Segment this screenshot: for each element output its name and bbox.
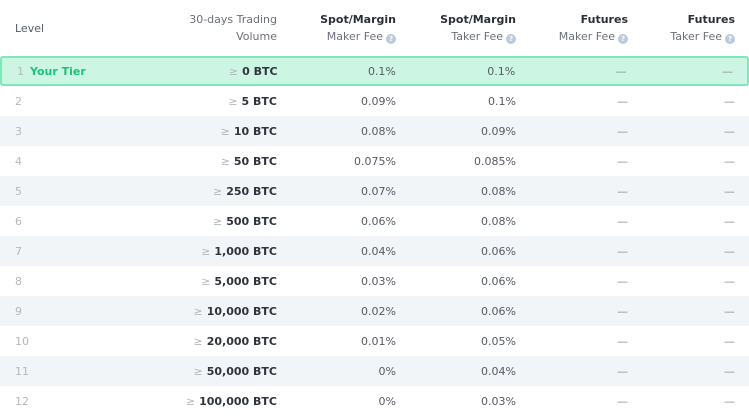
- futures-taker-fee-cell: —: [724, 244, 735, 258]
- header-futures-maker: Futures Maker Fee?: [558, 13, 628, 44]
- level-cell: 6: [15, 214, 22, 228]
- spot-maker-fee-cell: 0%: [378, 364, 396, 378]
- futures-maker-fee-cell: —: [617, 394, 628, 408]
- level-cell: 2: [15, 94, 22, 108]
- table-row: 10 ≥20,000 BTC 0.01% 0.05% — —: [0, 326, 749, 356]
- table-row: 1 Your Tier ≥0 BTC 0.1% 0.1% — —: [0, 56, 749, 86]
- level-cell: 3: [15, 124, 22, 138]
- spot-maker-fee-cell: 0.02%: [361, 304, 396, 318]
- spot-taker-fee-cell: 0.06%: [481, 304, 516, 318]
- spot-maker-fee-cell: 0.07%: [361, 184, 396, 198]
- spot-maker-fee-cell: 0.03%: [361, 274, 396, 288]
- level-cell: 7: [15, 244, 22, 258]
- futures-taker-fee-cell: —: [724, 214, 735, 228]
- help-icon[interactable]: ?: [386, 34, 396, 44]
- spot-maker-fee-cell: 0%: [378, 394, 396, 408]
- spot-taker-fee-cell: 0.085%: [474, 154, 516, 168]
- volume-cell: ≥100,000 BTC: [185, 394, 277, 408]
- table-row: 8 ≥5,000 BTC 0.03% 0.06% — —: [0, 266, 749, 296]
- futures-taker-fee-cell: —: [724, 334, 735, 348]
- volume-cell: ≥5,000 BTC: [201, 274, 277, 288]
- help-icon[interactable]: ?: [506, 34, 516, 44]
- volume-cell: ≥20,000 BTC: [193, 334, 277, 348]
- level-cell: 5: [15, 184, 22, 198]
- futures-maker-fee-cell: —: [617, 244, 628, 258]
- spot-taker-fee-cell: 0.03%: [481, 394, 516, 408]
- futures-maker-fee-cell: —: [617, 334, 628, 348]
- help-icon[interactable]: ?: [618, 34, 628, 44]
- futures-maker-fee-cell: —: [617, 94, 628, 108]
- level-cell: 4: [15, 154, 22, 168]
- volume-cell: ≥250 BTC: [213, 184, 277, 198]
- spot-maker-fee-cell: 0.075%: [354, 154, 396, 168]
- table-body: 1 Your Tier ≥0 BTC 0.1% 0.1% — — 2 ≥5 BTC…: [0, 56, 749, 416]
- header-futures-taker: Futures Taker Fee?: [670, 13, 735, 44]
- level-cell: 10: [15, 334, 29, 348]
- futures-taker-fee-cell: —: [724, 394, 735, 408]
- header-spot-maker: Spot/Margin Maker Fee?: [320, 13, 396, 44]
- futures-taker-fee-cell: —: [724, 154, 735, 168]
- table-row: 3 ≥10 BTC 0.08% 0.09% — —: [0, 116, 749, 146]
- futures-maker-fee-cell: —: [617, 364, 628, 378]
- futures-maker-fee-cell: —: [617, 184, 628, 198]
- volume-cell: ≥500 BTC: [213, 214, 277, 228]
- volume-cell: ≥0 BTC: [228, 64, 278, 78]
- table-row: 9 ≥10,000 BTC 0.02% 0.06% — —: [0, 296, 749, 326]
- futures-maker-fee-cell: —: [617, 274, 628, 288]
- futures-maker-fee-cell: —: [617, 154, 628, 168]
- spot-taker-fee-cell: 0.09%: [481, 124, 516, 138]
- spot-taker-fee-cell: 0.06%: [481, 244, 516, 258]
- spot-taker-fee-cell: 0.1%: [488, 94, 516, 108]
- header-volume: 30-days Trading Volume: [189, 13, 277, 43]
- table-row: 12 ≥100,000 BTC 0% 0.03% — —: [0, 386, 749, 416]
- futures-taker-fee-cell: —: [724, 364, 735, 378]
- spot-maker-fee-cell: 0.1%: [367, 64, 396, 78]
- table-row: 2 ≥5 BTC 0.09% 0.1% — —: [0, 86, 749, 116]
- table-row: 4 ≥50 BTC 0.075% 0.085% — —: [0, 146, 749, 176]
- spot-taker-fee-cell: 0.08%: [481, 214, 516, 228]
- header-level: Level: [15, 21, 45, 35]
- table-row: 7 ≥1,000 BTC 0.04% 0.06% — —: [0, 236, 749, 266]
- volume-cell: ≥1,000 BTC: [201, 244, 277, 258]
- futures-taker-fee-cell: —: [722, 64, 733, 78]
- your-tier-label: Your Tier: [30, 64, 86, 78]
- futures-maker-fee-cell: —: [617, 124, 628, 138]
- spot-maker-fee-cell: 0.01%: [361, 334, 396, 348]
- spot-maker-fee-cell: 0.08%: [361, 124, 396, 138]
- volume-cell: ≥10 BTC: [220, 124, 277, 138]
- futures-taker-fee-cell: —: [724, 94, 735, 108]
- futures-maker-fee-cell: —: [617, 214, 628, 228]
- futures-taker-fee-cell: —: [724, 124, 735, 138]
- volume-cell: ≥50,000 BTC: [193, 364, 277, 378]
- futures-taker-fee-cell: —: [724, 184, 735, 198]
- futures-maker-fee-cell: —: [615, 64, 627, 78]
- level-cell: 11: [15, 364, 29, 378]
- table-row: 5 ≥250 BTC 0.07% 0.08% — —: [0, 176, 749, 206]
- futures-taker-fee-cell: —: [724, 274, 735, 288]
- spot-taker-fee-cell: 0.1%: [487, 64, 516, 78]
- level-cell: 1 Your Tier: [17, 64, 86, 78]
- level-cell: 8: [15, 274, 22, 288]
- table-row: 6 ≥500 BTC 0.06% 0.08% — —: [0, 206, 749, 236]
- spot-taker-fee-cell: 0.08%: [481, 184, 516, 198]
- level-cell: 9: [15, 304, 22, 318]
- spot-taker-fee-cell: 0.05%: [481, 334, 516, 348]
- volume-cell: ≥50 BTC: [220, 154, 277, 168]
- volume-cell: ≥10,000 BTC: [193, 304, 277, 318]
- spot-maker-fee-cell: 0.06%: [361, 214, 396, 228]
- futures-maker-fee-cell: —: [617, 304, 628, 318]
- spot-taker-fee-cell: 0.06%: [481, 274, 516, 288]
- header-spot-taker: Spot/Margin Taker Fee?: [440, 13, 516, 44]
- help-icon[interactable]: ?: [725, 34, 735, 44]
- table-row: 11 ≥50,000 BTC 0% 0.04% — —: [0, 356, 749, 386]
- spot-maker-fee-cell: 0.04%: [361, 244, 396, 258]
- spot-maker-fee-cell: 0.09%: [361, 94, 396, 108]
- table-header: Level 30-days Trading Volume Spot/Margin…: [0, 0, 749, 56]
- spot-taker-fee-cell: 0.04%: [481, 364, 516, 378]
- futures-taker-fee-cell: —: [724, 304, 735, 318]
- level-cell: 12: [15, 394, 29, 408]
- volume-cell: ≥5 BTC: [228, 94, 277, 108]
